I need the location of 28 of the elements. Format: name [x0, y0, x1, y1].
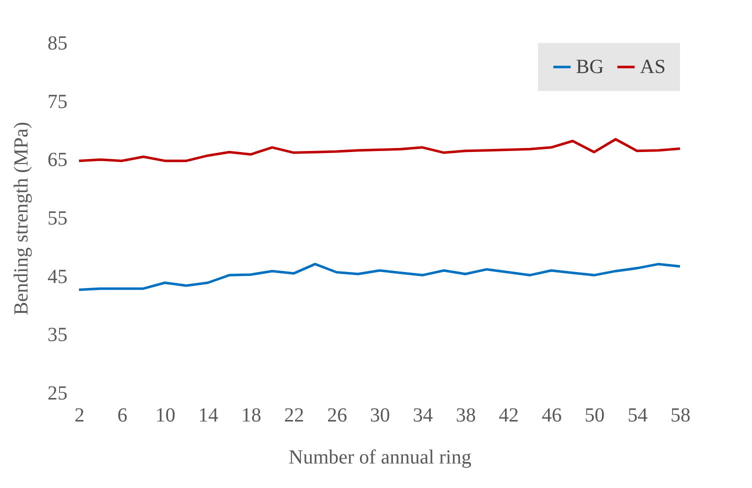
- x-tick-label: 14: [198, 404, 218, 426]
- x-tick-label: 34: [412, 404, 433, 426]
- x-tick-label: 46: [542, 404, 562, 426]
- x-tick-label: 54: [628, 404, 648, 426]
- x-tick-label: 50: [584, 404, 605, 426]
- x-tick-label: 2: [74, 404, 84, 426]
- legend-label: AS: [640, 56, 666, 78]
- y-axis-title: Bending strength (MPa): [10, 122, 32, 316]
- x-tick-label: 26: [327, 404, 348, 426]
- y-tick-label: 65: [48, 149, 68, 172]
- x-tick-label: 18: [241, 404, 262, 426]
- x-tick-label: 38: [456, 404, 476, 426]
- x-tick-label: 6: [117, 404, 128, 426]
- line-series: [78, 262, 682, 291]
- y-tick-label: 35: [48, 324, 68, 346]
- x-tick-label: 10: [155, 404, 176, 426]
- line-series: [78, 138, 682, 162]
- y-tick-label: 55: [48, 208, 68, 230]
- x-axis-title: Number of annual ring: [288, 446, 472, 468]
- y-tick-label: 75: [48, 90, 68, 113]
- x-tick-label: 42: [498, 404, 519, 426]
- legend-label: BG: [576, 56, 604, 78]
- x-tick-label: 22: [284, 404, 304, 426]
- y-tick-label: 45: [48, 266, 68, 288]
- y-tick-label: 25: [48, 382, 68, 404]
- x-tick-label: 58: [670, 404, 690, 426]
- x-tick-label: 30: [370, 404, 390, 426]
- y-tick-label: 85: [48, 32, 68, 54]
